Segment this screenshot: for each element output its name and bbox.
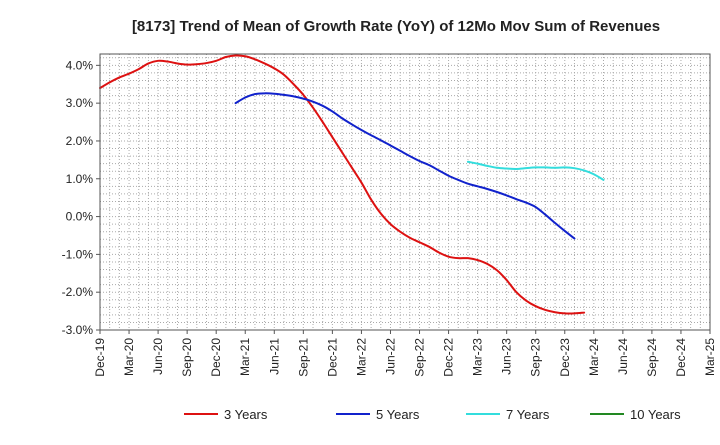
- x-tick-label: Sep-20: [180, 338, 194, 377]
- x-tick-label: Sep-22: [413, 338, 427, 377]
- y-tick-label: 3.0%: [66, 96, 94, 110]
- x-tick-label: Jun-23: [500, 338, 514, 375]
- y-tick-label: 2.0%: [66, 134, 94, 148]
- y-tick-label: -1.0%: [62, 247, 94, 261]
- y-tick-label: 0.0%: [66, 210, 94, 224]
- y-tick-label: -2.0%: [62, 285, 94, 299]
- x-tick-label: Sep-23: [529, 338, 543, 377]
- x-tick-label: Jun-24: [616, 338, 630, 375]
- x-tick-label: Dec-22: [442, 338, 456, 377]
- grid: [100, 54, 710, 330]
- x-tick-label: Sep-21: [296, 338, 310, 377]
- x-tick-label: Mar-23: [471, 338, 485, 376]
- x-tick-label: Jun-22: [383, 338, 397, 375]
- legend-label-3-years: 3 Years: [224, 407, 268, 422]
- x-tick-label: Mar-24: [587, 338, 601, 376]
- x-tick-label: Dec-20: [209, 338, 223, 377]
- x-tick-label: Dec-23: [558, 338, 572, 377]
- y-tick-label: -3.0%: [62, 323, 94, 337]
- x-tick-label: Dec-19: [93, 338, 107, 377]
- chart-title: [8173] Trend of Mean of Growth Rate (YoY…: [132, 18, 660, 35]
- legend-label-10-years: 10 Years: [630, 407, 681, 422]
- legend: 3 Years 5 Years 7 Years 10 Years: [184, 407, 681, 422]
- legend-label-5-years: 5 Years: [376, 407, 420, 422]
- axes: 4.0% 3.0% 2.0% 1.0% 0.0% -1.0% -2.0% -3.0%Dec-1…: [62, 53, 717, 377]
- y-tick-label: 4.0%: [66, 58, 94, 72]
- x-tick-label: Sep-24: [645, 338, 659, 377]
- x-tick-label: Mar-25: [703, 338, 717, 376]
- legend-label-7-years: 7 Years: [506, 407, 550, 422]
- series-lines: [99, 54, 605, 315]
- y-tick-label: 1.0%: [66, 172, 94, 186]
- x-tick-label: Jun-21: [267, 338, 281, 375]
- x-tick-label: Dec-24: [674, 338, 688, 377]
- series-line-5-years: [234, 92, 576, 240]
- plot-frame: [99, 53, 711, 331]
- x-tick-label: Mar-20: [122, 338, 136, 376]
- series-line-7-years: [466, 160, 605, 181]
- x-tick-label: Mar-21: [238, 338, 252, 376]
- x-tick-label: Jun-20: [151, 338, 165, 375]
- x-tick-label: Dec-21: [325, 338, 339, 377]
- x-tick-label: Mar-22: [354, 338, 368, 376]
- series-line-3-years: [99, 54, 586, 315]
